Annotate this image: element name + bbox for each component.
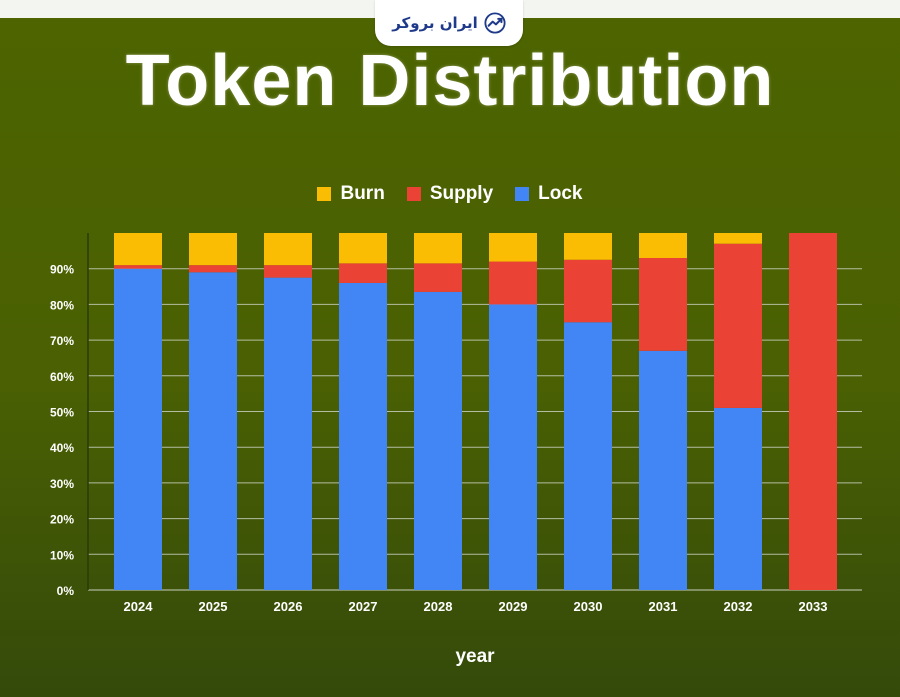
legend-label-supply: Supply	[429, 183, 494, 204]
x-axis-label: year	[455, 646, 495, 667]
legend-item-lock[interactable]: Lock	[515, 183, 583, 205]
bar-burn-2028	[414, 233, 462, 264]
bar-burn-2026	[264, 233, 312, 266]
x-tick-label: 2033	[799, 599, 828, 614]
legend-label-burn: Burn	[340, 183, 385, 204]
brand-logo[interactable]: ایران بروکر	[375, 0, 523, 46]
bar-burn-2031	[639, 233, 687, 258]
legend-label-lock: Lock	[538, 183, 583, 204]
y-tick-label: 20%	[50, 513, 74, 527]
chart-legend: Burn Supply Lock	[0, 183, 900, 205]
y-tick-label: 30%	[50, 477, 74, 491]
chart-trend-icon	[484, 12, 506, 34]
y-tick-label: 60%	[50, 370, 74, 384]
y-tick-label: 0%	[57, 584, 75, 598]
bar-supply-2026	[264, 265, 312, 278]
bar-supply-2031	[639, 257, 687, 351]
x-tick-label: 2026	[274, 599, 303, 614]
bar-supply-2024	[114, 265, 162, 269]
bar-supply-2032	[714, 243, 762, 408]
bar-lock-2031	[639, 350, 687, 590]
x-tick-label: 2027	[349, 599, 378, 614]
bar-supply-2025	[189, 265, 237, 273]
bar-lock-2029	[489, 304, 537, 590]
bar-lock-2027	[339, 282, 387, 590]
bar-burn-2030	[564, 233, 612, 260]
y-tick-label: 40%	[50, 441, 74, 455]
brand-name: ایران بروکر	[392, 14, 478, 32]
x-tick-label: 2030	[574, 599, 603, 614]
x-tick-label: 2031	[649, 599, 678, 614]
bar-lock-2030	[564, 322, 612, 590]
legend-item-burn[interactable]: Burn	[317, 183, 385, 205]
y-tick-label: 70%	[50, 334, 74, 348]
legend-item-supply[interactable]: Supply	[406, 183, 494, 205]
y-tick-label: 50%	[50, 406, 74, 420]
bar-lock-2025	[189, 272, 237, 590]
bar-lock-2028	[414, 291, 462, 590]
bar-supply-2033	[789, 233, 837, 590]
chart-title: Token Distribution	[125, 41, 775, 121]
bar-lock-2024	[114, 268, 162, 590]
bar-supply-2029	[489, 261, 537, 305]
x-tick-label: 2028	[424, 599, 453, 614]
legend-swatch-supply	[406, 187, 421, 201]
x-tick-label: 2024	[124, 599, 154, 614]
bar-burn-2027	[339, 233, 387, 264]
bar-burn-2029	[489, 233, 537, 262]
bar-burn-2025	[189, 233, 237, 266]
bar-supply-2028	[414, 263, 462, 292]
bar-supply-2027	[339, 263, 387, 283]
y-tick-label: 90%	[50, 263, 74, 277]
bar-lock-2026	[264, 277, 312, 590]
legend-swatch-burn	[317, 187, 332, 201]
bar-supply-2030	[564, 259, 612, 323]
bar-burn-2024	[114, 233, 162, 266]
legend-swatch-lock	[515, 187, 530, 201]
x-tick-label: 2032	[724, 599, 753, 614]
x-tick-label: 2029	[499, 599, 528, 614]
x-tick-label: 2025	[199, 599, 228, 614]
y-tick-label: 10%	[50, 548, 74, 562]
bar-lock-2032	[714, 407, 762, 590]
y-tick-label: 80%	[50, 298, 74, 312]
bar-burn-2032	[714, 233, 762, 244]
